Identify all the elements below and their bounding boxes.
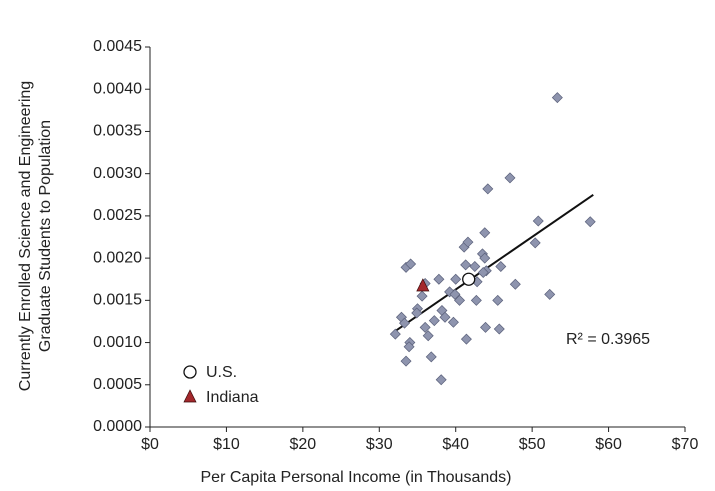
- y-tick-label: 0.0025: [93, 207, 142, 224]
- point: [428, 315, 440, 327]
- y-tick-label: 0.0005: [93, 376, 142, 393]
- point: [411, 307, 423, 319]
- y-tick-label: 0.0010: [93, 334, 142, 351]
- x-tick-label: $30: [366, 436, 393, 453]
- x-tick-label: $50: [519, 436, 546, 453]
- point: [462, 236, 474, 248]
- point: [492, 294, 504, 306]
- y-tick-label: 0.0000: [93, 418, 142, 435]
- point: [450, 273, 462, 285]
- point: [389, 328, 401, 340]
- legend-label: U.S.: [206, 364, 237, 381]
- y-tick-label: 0.0035: [93, 123, 142, 140]
- x-tick-label: $10: [213, 436, 240, 453]
- x-tick-label: $40: [442, 436, 469, 453]
- point: [495, 261, 507, 273]
- legend-marker: [183, 389, 197, 403]
- y-tick-label: 0.0015: [93, 292, 142, 309]
- x-axis-title: Per Capita Personal Income (in Thousands…: [201, 469, 512, 486]
- point: [454, 294, 466, 306]
- point: [477, 266, 489, 278]
- point: [433, 273, 445, 285]
- legend-label: Indiana: [206, 389, 259, 406]
- point: [479, 252, 491, 264]
- y-axis-title: Graduate Students to Population: [37, 120, 54, 352]
- trendline: [394, 193, 594, 333]
- point: [462, 272, 476, 286]
- annotation: R² = 0.3965: [566, 331, 650, 348]
- point: [419, 321, 431, 333]
- point: [504, 172, 516, 184]
- point: [439, 311, 451, 323]
- point: [493, 323, 505, 335]
- point: [544, 288, 556, 300]
- point: [403, 341, 415, 353]
- y-tick-label: 0.0020: [93, 249, 142, 266]
- point: [449, 288, 461, 300]
- point: [509, 278, 521, 290]
- legend-marker: [183, 365, 197, 379]
- point: [416, 278, 430, 292]
- point: [470, 294, 482, 306]
- point: [584, 216, 596, 228]
- point: [469, 261, 481, 273]
- point: [479, 227, 491, 239]
- x-tick-label: $20: [290, 436, 317, 453]
- point: [480, 321, 492, 333]
- point: [435, 374, 447, 386]
- y-tick-label: 0.0045: [93, 38, 142, 55]
- point: [399, 317, 411, 329]
- x-tick-label: $60: [595, 436, 622, 453]
- point: [532, 215, 544, 227]
- x-tick-label: $0: [141, 436, 159, 453]
- point: [416, 290, 428, 302]
- y-tick-label: 0.0040: [93, 80, 142, 97]
- point: [460, 333, 472, 345]
- point: [460, 259, 472, 271]
- x-tick-label: $70: [672, 436, 699, 453]
- point: [422, 330, 434, 342]
- point: [529, 237, 541, 249]
- point: [447, 316, 459, 328]
- point: [405, 258, 417, 270]
- point: [444, 286, 456, 298]
- y-tick-label: 0.0030: [93, 165, 142, 182]
- point: [482, 183, 494, 195]
- y-axis-title: Currently Enrolled Science and Engineeri…: [17, 81, 34, 391]
- point: [400, 355, 412, 367]
- point: [551, 92, 563, 104]
- point: [425, 351, 437, 363]
